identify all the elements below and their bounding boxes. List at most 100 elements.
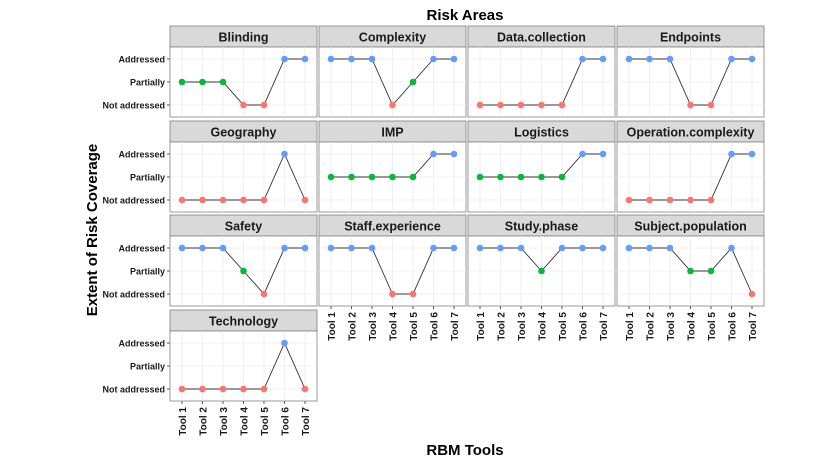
x-tick-label: Tool 6	[728, 312, 739, 341]
data-point-1	[625, 55, 633, 63]
data-point-1	[625, 244, 633, 252]
data-point-4	[538, 267, 545, 275]
data-point-6	[281, 150, 288, 158]
facet-strip-label: Study.phase	[505, 220, 578, 234]
data-point-3	[368, 55, 376, 63]
data-point-2	[199, 196, 206, 204]
facet-strip-label: Safety	[225, 220, 263, 234]
data-point-3	[219, 196, 227, 204]
facet-endpoints: Endpoints	[616, 25, 765, 118]
x-tick-label: Tool 4	[538, 312, 549, 341]
data-point-6	[281, 55, 288, 63]
data-point-4	[687, 101, 694, 109]
data-point-4	[240, 267, 247, 275]
data-point-5	[409, 290, 417, 298]
data-point-5	[409, 173, 417, 181]
data-point-4	[538, 101, 545, 109]
x-tick-label: Tool 5	[707, 312, 718, 341]
facet-logistics: Logistics	[467, 120, 616, 213]
data-point-4	[240, 385, 247, 393]
data-point-1	[178, 78, 186, 86]
y-tick-label: Addressed	[118, 244, 165, 254]
x-tick-label: Tool 7	[748, 312, 759, 341]
data-point-6	[728, 55, 735, 63]
x-tick-label: Tool 1	[178, 407, 189, 436]
chart-title: Risk Areas	[427, 7, 504, 24]
facet-strip-label: Endpoints	[660, 31, 721, 45]
data-point-3	[219, 244, 227, 252]
x-tick-label: Tool 2	[646, 312, 657, 341]
data-point-1	[327, 244, 335, 252]
facet-strip-label: Blinding	[219, 31, 269, 45]
data-point-5	[260, 196, 268, 204]
data-point-2	[348, 173, 355, 181]
y-axis-title: Extent of Risk Coverage	[84, 144, 101, 317]
data-point-7	[301, 196, 309, 204]
data-point-3	[517, 173, 525, 181]
x-tick-label: Tool 3	[219, 407, 230, 436]
data-point-2	[199, 78, 206, 86]
x-tick-label: Tool 4	[240, 407, 251, 436]
x-tick-label: Tool 7	[599, 312, 610, 341]
x-tick-label: Tool 2	[348, 312, 359, 341]
facet-operation-complexity: Operation.complexity	[616, 120, 765, 213]
data-point-5	[707, 196, 715, 204]
data-point-2	[646, 196, 653, 204]
facets-layer: Blinding Not addressed Partially Addressed C…	[102, 25, 765, 436]
facet-blinding: Blinding Not addressed Partially Addressed	[102, 25, 318, 118]
data-point-5	[260, 290, 268, 298]
data-point-3	[666, 196, 674, 204]
facet-safety: Safety Not addressed Partially Addressed	[102, 214, 318, 307]
facet-strip-label: Staff.experience	[344, 220, 441, 234]
data-point-6	[281, 244, 288, 252]
y-tick-label: Partially	[130, 173, 165, 183]
data-point-7	[301, 244, 309, 252]
facet-strip-label: Technology	[209, 315, 278, 329]
x-tick-label: Tool 6	[430, 312, 441, 341]
data-point-5	[707, 267, 715, 275]
x-tick-label: Tool 5	[260, 407, 271, 436]
data-point-3	[517, 244, 525, 252]
y-tick-label: Not addressed	[102, 196, 165, 206]
x-tick-label: Tool 5	[558, 312, 569, 341]
data-point-2	[497, 244, 504, 252]
data-point-2	[646, 244, 653, 252]
data-point-5	[260, 385, 268, 393]
x-tick-label: Tool 3	[368, 312, 379, 341]
data-point-6	[579, 244, 586, 252]
data-point-1	[476, 173, 484, 181]
data-point-2	[646, 55, 653, 63]
data-point-5	[558, 101, 566, 109]
data-point-5	[558, 244, 566, 252]
y-tick-label: Partially	[130, 362, 165, 372]
data-point-6	[281, 339, 288, 347]
data-point-4	[240, 101, 247, 109]
data-point-7	[450, 244, 458, 252]
data-point-4	[389, 101, 396, 109]
x-tick-label: Tool 4	[389, 312, 400, 341]
facet-strip-label: Geography	[211, 126, 277, 140]
facet-strip-label: Logistics	[514, 126, 569, 140]
data-point-1	[178, 196, 186, 204]
data-point-1	[178, 244, 186, 252]
data-point-5	[707, 101, 715, 109]
data-point-1	[327, 55, 335, 63]
data-point-6	[728, 244, 735, 252]
data-point-1	[476, 244, 484, 252]
data-point-5	[260, 101, 268, 109]
y-tick-label: Not addressed	[102, 290, 165, 300]
data-point-4	[687, 267, 694, 275]
x-tick-label: Tool 7	[301, 407, 312, 436]
data-point-7	[748, 290, 756, 298]
data-point-1	[625, 196, 633, 204]
data-point-3	[517, 101, 525, 109]
data-point-2	[348, 55, 355, 63]
data-point-5	[409, 78, 417, 86]
facet-subject-population: Subject.population Tool 1 Tool 2 Tool 3 Tool…	[616, 214, 765, 341]
data-point-3	[666, 244, 674, 252]
facet-strip-label: Subject.population	[634, 220, 747, 234]
x-tick-label: Tool 2	[199, 407, 210, 436]
data-point-7	[450, 55, 458, 63]
facet-complexity: Complexity	[318, 25, 467, 118]
